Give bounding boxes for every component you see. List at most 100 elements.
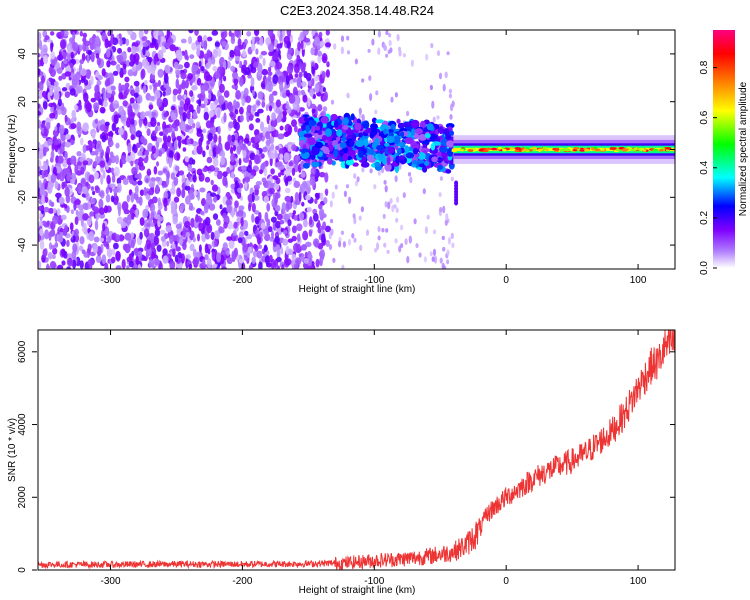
heatmap-cell — [263, 195, 270, 203]
heatmap-cell — [134, 247, 139, 257]
heatmap-cell — [358, 107, 362, 115]
heatmap-cell — [328, 244, 333, 251]
heatmap-cell — [206, 223, 213, 234]
heatmap-cell — [213, 195, 218, 203]
heatmap-cell — [195, 121, 201, 129]
heatmap-cell — [305, 194, 311, 201]
heatmap-cell — [384, 185, 388, 193]
heatmap-cell — [431, 156, 438, 163]
heatmap-cell — [76, 161, 82, 166]
heatmap-cell — [317, 104, 323, 112]
heatmap-cell — [389, 47, 393, 53]
heatmap-cell — [70, 209, 74, 214]
heatmap-cell — [268, 43, 275, 53]
heatmap-cell — [152, 196, 158, 204]
heatmap-cell — [59, 171, 65, 182]
heatmap-cell — [444, 71, 448, 79]
heatmap-cell — [137, 161, 144, 167]
heatmap-y-label: Frequency (Hz) — [7, 115, 18, 184]
heatmap-cell — [308, 257, 312, 267]
heatmap-cell — [169, 260, 176, 269]
heatmap-cell — [230, 183, 236, 190]
heatmap-cell — [211, 56, 216, 65]
heatmap-cell — [49, 87, 53, 97]
heatmap-cell — [99, 160, 106, 168]
heatmap-cell — [467, 149, 474, 152]
heatmap-cell — [424, 160, 430, 166]
heatmap-cell — [152, 82, 159, 88]
heatmap-cell — [347, 150, 356, 157]
heatmap-cell — [294, 192, 299, 202]
heatmap-cell — [223, 90, 230, 98]
heatmap-cell — [213, 170, 218, 177]
heatmap-cell — [433, 255, 438, 264]
heatmap-cell — [85, 181, 89, 187]
heatmap-cell — [135, 63, 141, 71]
heatmap-cell — [105, 194, 111, 203]
heatmap-cell — [238, 205, 245, 211]
heatmap-cell — [127, 142, 132, 153]
heatmap-cell — [342, 117, 349, 126]
heatmap-cell — [431, 100, 435, 109]
heatmap-cell — [354, 180, 359, 187]
heatmap-cell — [171, 131, 176, 140]
heatmap-cell — [272, 90, 278, 96]
snr-y-ticks: 0 2000 4000 6000 — [17, 340, 675, 573]
heatmap-cell — [264, 211, 269, 222]
heatmap-cell — [146, 168, 152, 176]
heatmap-cell — [269, 254, 273, 263]
heatmap-cell — [259, 169, 263, 175]
heatmap-cell — [430, 142, 436, 151]
heatmap-cell — [96, 57, 102, 66]
heatmap-cell — [233, 99, 237, 108]
heatmap-cell — [222, 176, 228, 187]
heatmap-cell — [411, 128, 415, 136]
heatmap-cell — [268, 93, 274, 104]
heatmap-cell — [236, 145, 241, 155]
heatmap-cell — [265, 37, 272, 46]
heatmap-cell — [231, 84, 238, 90]
heatmap-cell — [239, 76, 244, 87]
heatmap-cell — [107, 131, 114, 137]
heatmap-cell — [407, 172, 412, 177]
heatmap-cell — [130, 193, 135, 203]
heatmap-cell — [57, 98, 63, 107]
heatmap-cell — [311, 108, 316, 114]
heatmap-cell — [182, 241, 187, 251]
heatmap-cell — [351, 133, 357, 142]
heatmap-cell — [439, 146, 449, 153]
heatmap-cell — [277, 133, 284, 140]
heatmap-cell — [395, 207, 399, 213]
heatmap-cell — [41, 194, 45, 205]
heatmap-cell — [162, 248, 168, 256]
heatmap-cell — [112, 187, 119, 193]
heatmap-cell — [66, 239, 70, 247]
heatmap-cell — [275, 99, 281, 108]
heatmap-cell — [166, 141, 173, 148]
heatmap-cell — [436, 50, 441, 57]
heatmap-cell — [314, 141, 324, 149]
heatmap-cell — [92, 206, 99, 213]
heatmap-cell — [132, 204, 137, 210]
heatmap-cell — [643, 149, 647, 152]
heatmap-cell — [398, 49, 402, 57]
heatmap-cell — [257, 237, 261, 245]
heatmap-cell — [111, 90, 116, 96]
heatmap-cell — [296, 223, 303, 232]
heatmap-cell — [200, 210, 205, 216]
heatmap-cell — [87, 50, 93, 56]
heatmap-cell — [414, 128, 423, 135]
heatmap-cell — [74, 164, 79, 175]
heatmap-cell — [94, 118, 99, 125]
heatmap-cell — [64, 186, 70, 197]
heatmap-cell — [203, 203, 209, 214]
heatmap-cell — [255, 181, 262, 186]
heatmap-cell — [223, 221, 228, 229]
heatmap-cell — [110, 36, 114, 45]
heatmap-cell — [175, 223, 182, 230]
heatmap-cell — [133, 80, 140, 87]
heatmap-cell — [436, 115, 440, 120]
heatmap-cell — [101, 135, 107, 143]
heatmap-cell — [429, 251, 433, 257]
heatmap-cell — [423, 256, 427, 263]
